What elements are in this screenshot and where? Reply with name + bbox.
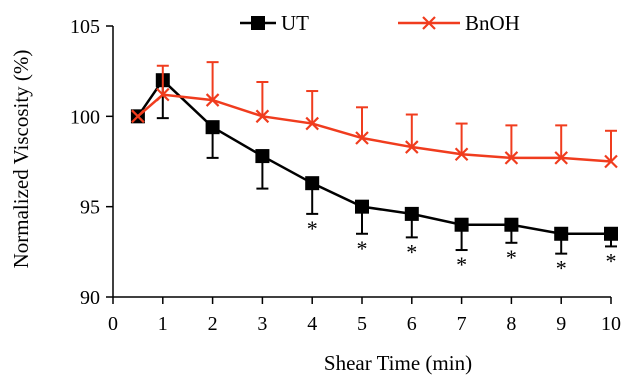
bnoh-point [205,93,220,107]
y-tick-label: 100 [70,106,100,128]
legend-label: BnOH [465,11,520,35]
x-tick-label: 8 [506,313,516,335]
x-tick-label: 4 [307,313,317,335]
y-axis-ticks: 90 95 100 105 [70,16,113,309]
legend-marker [422,16,436,30]
ut-point [404,206,419,221]
significance-marker: * [456,252,467,277]
ut-point [604,226,618,241]
series-bnoh [131,61,618,169]
x-axis-label: Shear Time (min) [324,351,472,375]
bnoh-point [305,116,319,131]
ut-point [504,217,519,232]
x-axis-ticks: 0 1 2 3 4 5 6 7 8 9 10 [108,297,621,335]
ut-point [255,149,270,164]
bnoh-point [131,109,145,124]
x-tick-label: 9 [556,313,566,335]
significance-marker: * [406,239,417,264]
bnoh-point [405,140,419,154]
x-tick-label: 0 [108,313,118,335]
x-tick-label: 1 [158,313,168,335]
x-tick-label: 3 [257,313,267,335]
bnoh-point [454,147,469,162]
ut-point [205,120,220,135]
x-tick-label: 5 [357,313,367,335]
significance-marker: * [606,248,617,273]
significance-marker: * [556,256,567,281]
bnoh-point [255,109,270,124]
bnoh-point [504,151,519,165]
series-ut: * * * * * * * [130,73,618,281]
bnoh-point [355,131,369,145]
bnoh-point [604,154,618,169]
legend-label: UT [281,11,309,35]
series-layer: * * * * * * * [130,61,618,281]
y-tick-label: 95 [80,197,100,219]
y-axis-label: Normalized Viscosity (%) [9,50,33,269]
ut-point [454,217,469,232]
x-tick-label: 10 [601,313,621,335]
legend-item-ut: UT [240,11,309,35]
y-tick-label: 90 [80,287,100,309]
x-tick-label: 2 [208,313,218,335]
ut-point [355,199,369,214]
x-tick-label: 6 [407,313,417,335]
bnoh-point [156,87,170,102]
bnoh-point [554,151,568,165]
significance-marker: * [357,236,368,261]
significance-marker: * [307,216,318,241]
legend: UT BnOH [240,11,520,35]
ut-point [305,176,320,191]
x-tick-label: 7 [457,313,467,335]
legend-marker [251,16,265,30]
ut-point [554,226,569,241]
legend-item-bnoh: BnOH [398,11,520,35]
y-tick-label: 105 [70,16,100,38]
significance-marker: * [506,245,517,270]
